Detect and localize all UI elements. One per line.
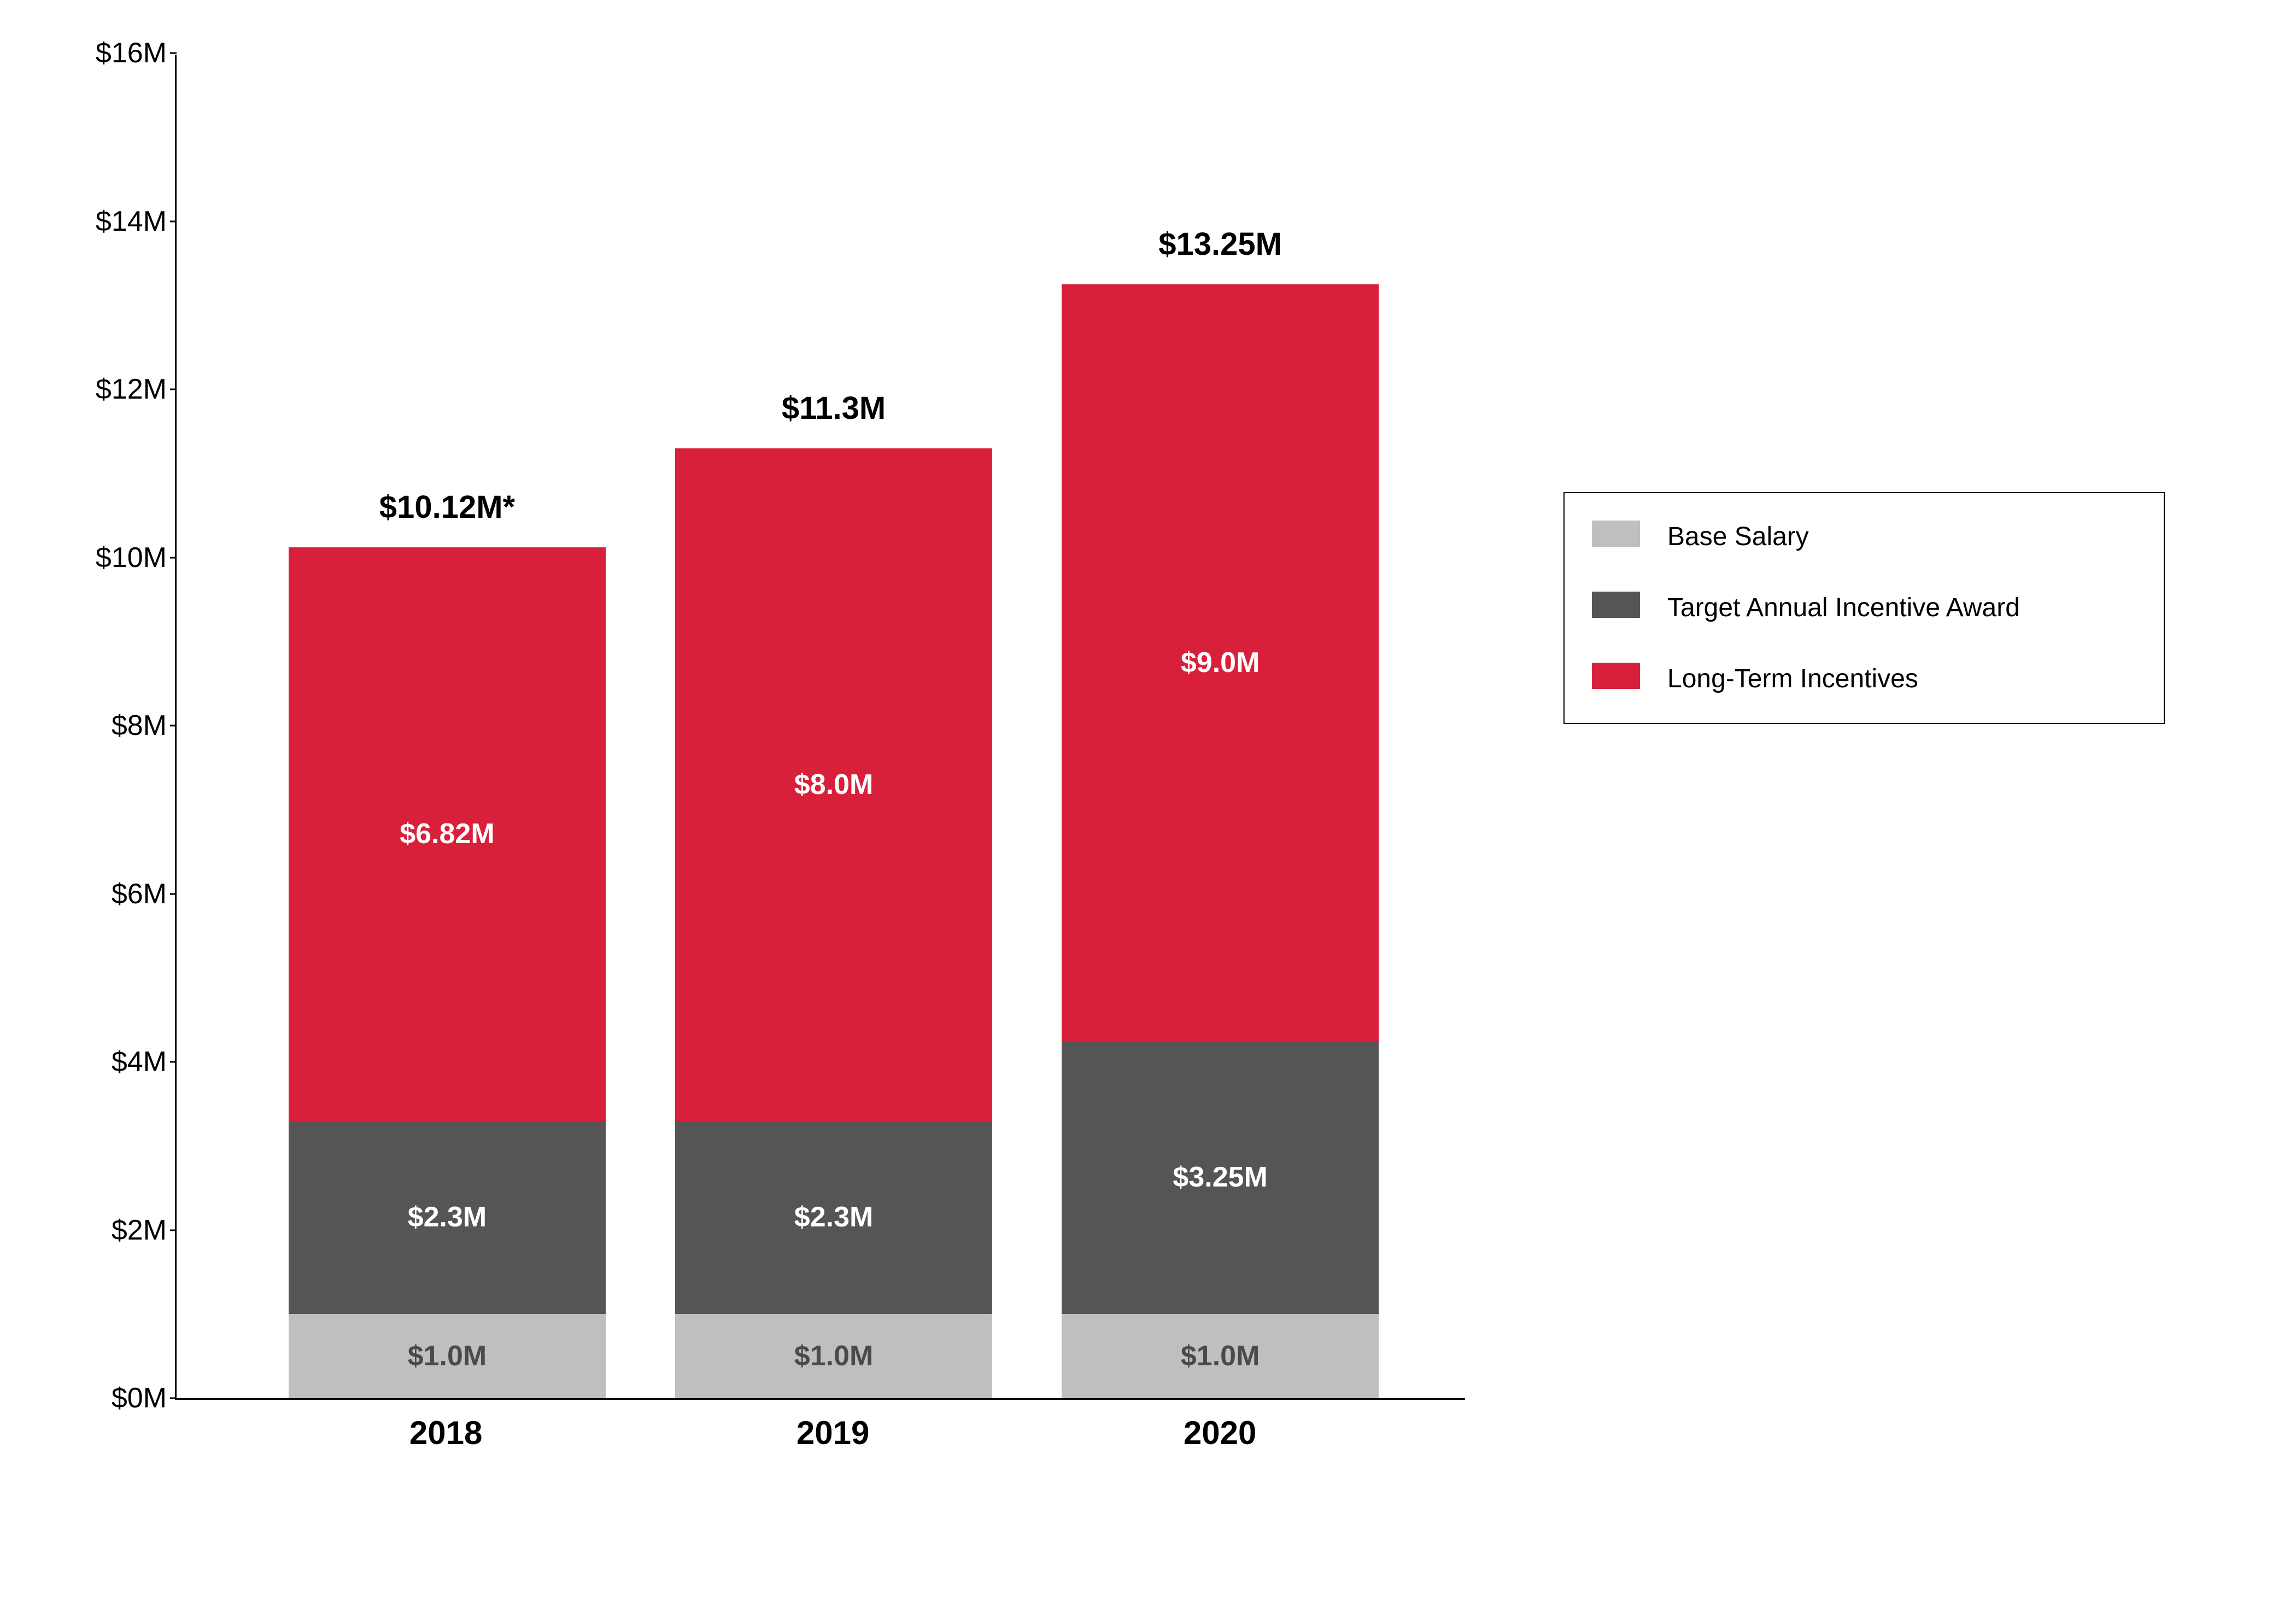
x-axis-labels: 2018 2019 2020 [253, 1414, 1414, 1452]
legend-label: Base Salary [1667, 521, 1809, 553]
bar-segment-label: $2.3M [794, 1201, 874, 1234]
y-tick-label: $8M [112, 709, 177, 742]
y-tick-label: $6M [112, 878, 177, 910]
y-tick-mark [170, 893, 177, 895]
bar-segment-base-salary: $1.0M [1062, 1314, 1379, 1398]
bar-segment-long-term-incentives: $8.0M [675, 448, 992, 1121]
bar-segment-target-annual-incentive: $2.3M [289, 1121, 606, 1314]
bar-segment-label: $2.3M [408, 1201, 487, 1234]
y-tick-mark [170, 1229, 177, 1231]
y-tick-label: $12M [96, 373, 177, 406]
bar-segment-label: $1.0M [1181, 1340, 1260, 1372]
legend-label: Long-Term Incentives [1667, 663, 1918, 696]
x-axis-label: 2019 [675, 1414, 992, 1452]
bar-total-label: $11.3M [782, 390, 886, 426]
bar-segment-label: $9.0M [1181, 646, 1260, 679]
y-tick-mark [170, 52, 177, 54]
bar-total-label: $13.25M [1158, 226, 1282, 262]
y-tick-label: $0M [112, 1382, 177, 1415]
bar-segment-long-term-incentives: $6.82M [289, 547, 606, 1121]
bar-segment-target-annual-incentive: $2.3M [675, 1121, 992, 1314]
y-tick-label: $10M [96, 541, 177, 574]
x-axis-label: 2020 [1062, 1414, 1379, 1452]
bar-segment-base-salary: $1.0M [289, 1314, 606, 1398]
y-tick-mark [170, 557, 177, 558]
bar-column: $1.0M$3.25M$9.0M$13.25M [1062, 284, 1379, 1398]
compensation-stacked-bar-chart: $0M $2M $4M $6M $8M $10M $12M $14M $16M $1.0M $2.3… [22, 22, 2296, 1591]
bars-row: $1.0M $2.3M $6.82M $10.12M* $1.0M $2.3M $8.0M $… [254, 55, 1413, 1398]
bar-segment-base-salary: $1.0M [675, 1314, 992, 1398]
legend: Base Salary Target Annual Incentive Award… [1563, 492, 2165, 724]
y-tick-mark [170, 725, 177, 727]
bar-column: $1.0M$2.3M$8.0M$11.3M [675, 448, 992, 1398]
y-tick-label: $14M [96, 205, 177, 238]
bar-segment-target-annual-incentive: $3.25M [1062, 1041, 1379, 1314]
legend-swatch [1592, 663, 1640, 689]
bar-column: $1.0M$2.3M$6.82M$10.12M* [289, 547, 606, 1398]
bar-segment-long-term-incentives: $9.0M [1062, 284, 1379, 1041]
legend-item: Base Salary [1592, 521, 2136, 553]
legend-item: Target Annual Incentive Award [1592, 592, 2136, 624]
plot-area: $0M$2M$4M$6M$8M$10M$12M$14M$16M$1.0M$2.3… [175, 55, 1465, 1400]
bar-segment-label: $8.0M [794, 768, 874, 801]
legend-label: Target Annual Incentive Award [1667, 592, 2020, 624]
bar-segment-label: $1.0M [408, 1340, 487, 1372]
legend-swatch [1592, 521, 1640, 547]
y-tick-label: $4M [112, 1045, 177, 1078]
x-axis-label: 2018 [288, 1414, 605, 1452]
bar-total-label: $10.12M* [379, 489, 515, 525]
legend-swatch [1592, 592, 1640, 618]
bar-segment-label: $3.25M [1173, 1161, 1267, 1194]
y-tick-label: $2M [112, 1214, 177, 1247]
y-tick-mark [170, 1061, 177, 1063]
y-tick-mark [170, 1398, 177, 1399]
y-tick-mark [170, 389, 177, 390]
y-tick-label: $16M [96, 37, 177, 69]
legend-item: Long-Term Incentives [1592, 663, 2136, 696]
bar-segment-label: $1.0M [794, 1340, 874, 1372]
y-tick-mark [170, 220, 177, 222]
bar-segment-label: $6.82M [400, 817, 494, 850]
